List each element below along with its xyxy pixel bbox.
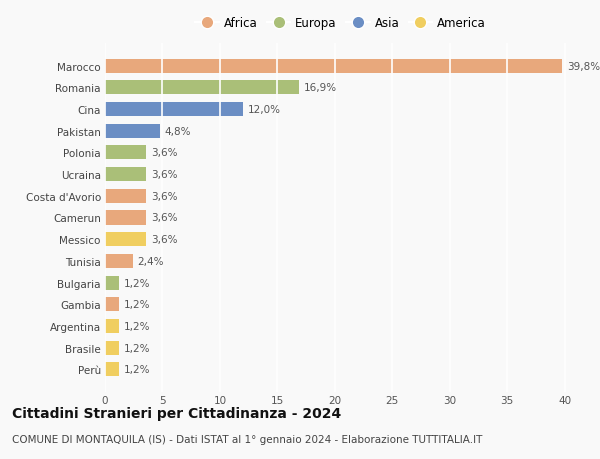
Bar xyxy=(105,254,133,269)
Bar xyxy=(105,190,146,203)
Bar xyxy=(105,211,146,225)
Text: 1,2%: 1,2% xyxy=(124,300,150,310)
Text: 3,6%: 3,6% xyxy=(151,191,178,202)
Text: 4,8%: 4,8% xyxy=(165,126,191,136)
Bar xyxy=(105,233,146,246)
Bar xyxy=(105,124,160,139)
Text: 2,4%: 2,4% xyxy=(137,256,164,266)
Bar xyxy=(105,103,243,117)
Text: 3,6%: 3,6% xyxy=(151,170,178,180)
Text: 1,2%: 1,2% xyxy=(124,364,150,375)
Text: 39,8%: 39,8% xyxy=(567,62,600,72)
Text: 3,6%: 3,6% xyxy=(151,213,178,223)
Text: 3,6%: 3,6% xyxy=(151,148,178,158)
Bar xyxy=(105,60,562,73)
Bar xyxy=(105,297,119,312)
Bar xyxy=(105,341,119,355)
Text: 1,2%: 1,2% xyxy=(124,343,150,353)
Bar xyxy=(105,146,146,160)
Bar xyxy=(105,168,146,182)
Text: Cittadini Stranieri per Cittadinanza - 2024: Cittadini Stranieri per Cittadinanza - 2… xyxy=(12,406,341,420)
Text: 16,9%: 16,9% xyxy=(304,83,337,93)
Text: 3,6%: 3,6% xyxy=(151,235,178,245)
Text: 1,2%: 1,2% xyxy=(124,278,150,288)
Legend: Africa, Europa, Asia, America: Africa, Europa, Asia, America xyxy=(193,15,488,32)
Text: COMUNE DI MONTAQUILA (IS) - Dati ISTAT al 1° gennaio 2024 - Elaborazione TUTTITA: COMUNE DI MONTAQUILA (IS) - Dati ISTAT a… xyxy=(12,434,482,444)
Bar xyxy=(105,363,119,376)
Bar xyxy=(105,319,119,333)
Text: 1,2%: 1,2% xyxy=(124,321,150,331)
Bar xyxy=(105,81,299,95)
Bar xyxy=(105,276,119,290)
Text: 12,0%: 12,0% xyxy=(247,105,280,115)
